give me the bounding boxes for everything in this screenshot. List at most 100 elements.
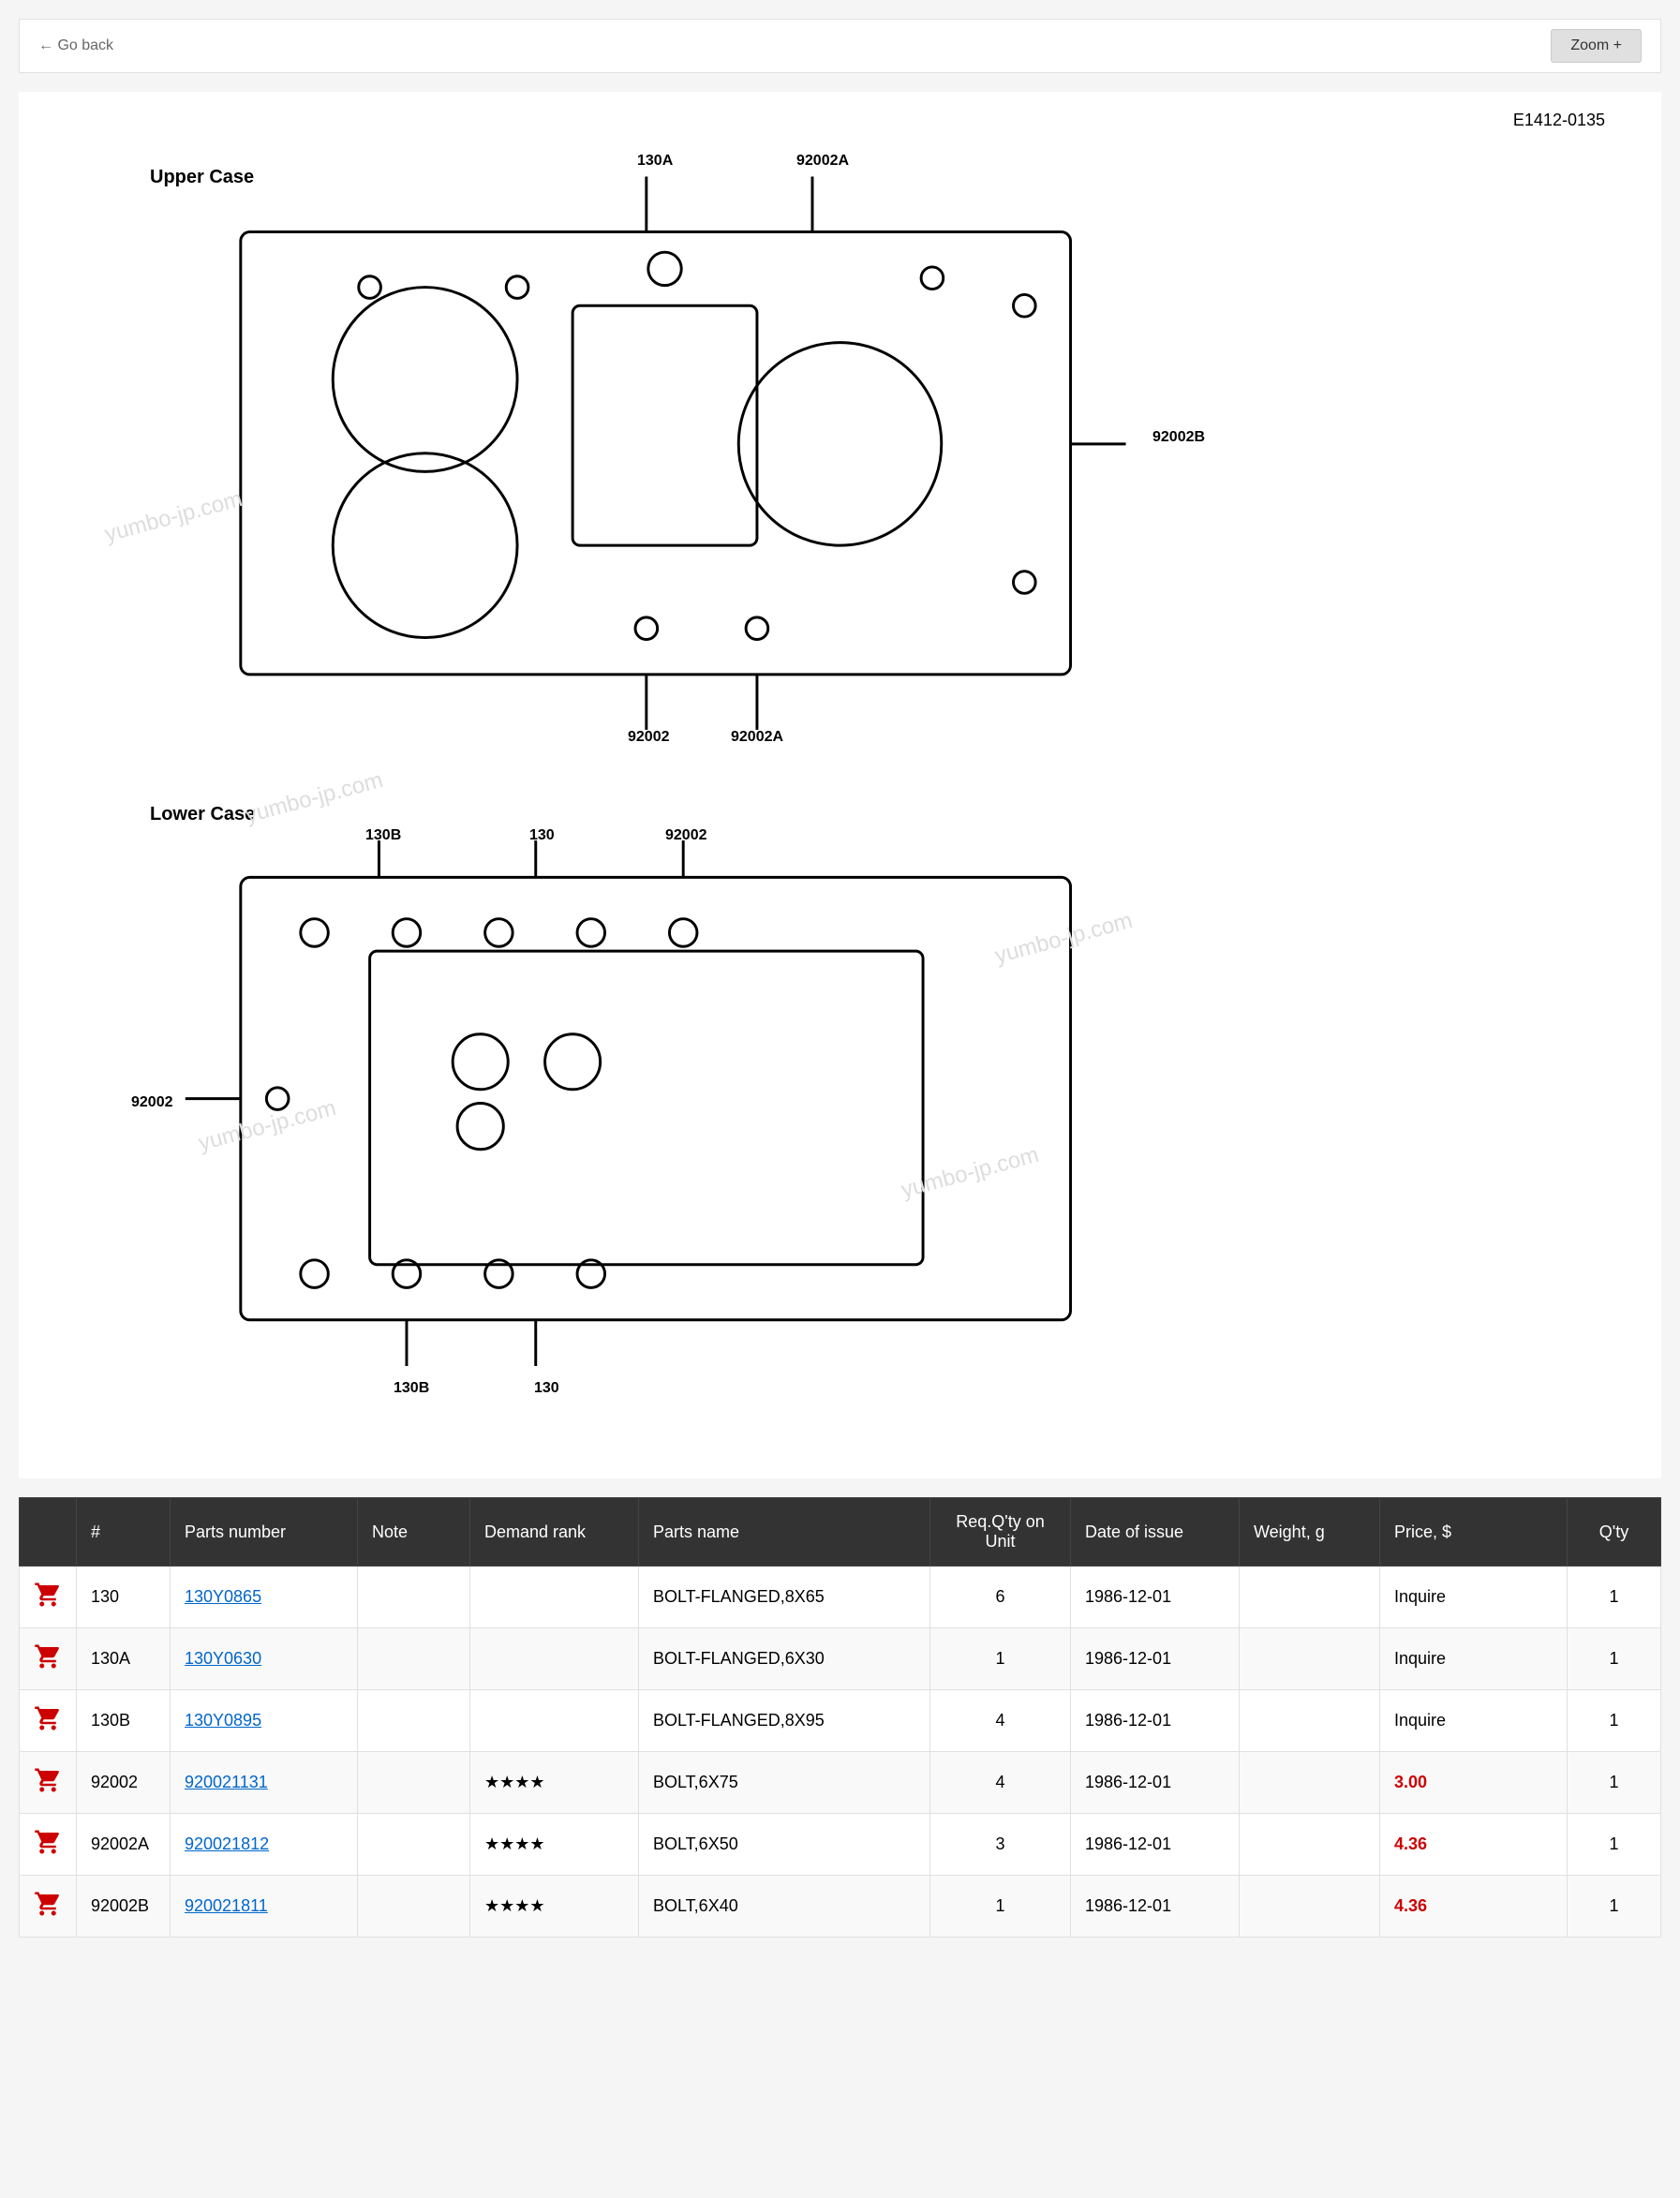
part-number-link[interactable]: 920021811 [185,1896,268,1915]
qty-value[interactable]: 1 [1600,1896,1628,1916]
callout-92002a-2: 92002A [731,729,783,746]
crankcase-diagram-svg [56,129,1624,1441]
req-cell: 1 [930,1876,1071,1938]
ref-cell: 130A [77,1628,171,1690]
price-cell: Inquire [1380,1567,1568,1628]
part-number-link[interactable]: 920021812 [185,1834,269,1853]
part-number-link[interactable]: 130Y0865 [185,1587,261,1606]
add-to-cart-button[interactable] [34,1766,62,1797]
date-cell: 1986-12-01 [1071,1628,1240,1690]
note-cell [358,1628,470,1690]
diagram-refcode: E1412-0135 [1513,111,1605,130]
date-cell: 1986-12-01 [1071,1752,1240,1814]
diagram-image: Upper Case Lower Case [56,129,1624,1441]
weight-cell [1240,1876,1380,1938]
part-number-link[interactable]: 130Y0630 [185,1649,261,1668]
table-row: 130B 130Y0895 BOLT-FLANGED,8X9541986-12-01… [20,1690,1661,1752]
col-part-header: Parts number [171,1498,358,1567]
callout-130b-2: 130B [394,1380,429,1397]
note-cell [358,1752,470,1814]
callout-130-1: 130 [529,827,555,844]
col-ref-header: # [77,1498,171,1567]
req-cell: 4 [930,1752,1071,1814]
zoom-button[interactable]: Zoom + [1551,29,1642,63]
rank-cell [470,1567,639,1628]
parts-table: # Parts number Note Demand rank Parts na… [19,1497,1661,1938]
table-row: 130 130Y0865 BOLT-FLANGED,8X6561986-12-01 I… [20,1567,1661,1628]
callout-92002b: 92002B [1152,429,1205,446]
descr-cell: BOLT-FLANGED,8X65 [639,1567,930,1628]
table-row: 130A130Y0630BOLT-FLANGED,6X3011986-12-01… [20,1628,1661,1690]
descr-cell: BOLT-FLANGED,8X95 [639,1690,930,1752]
qty-value[interactable]: 1 [1600,1834,1628,1854]
price-cell: 3.00 [1380,1752,1568,1814]
ref-cell: 92002B [77,1876,171,1938]
callout-92002-2: 92002 [665,827,707,844]
callout-130a: 130A [637,153,673,170]
table-row: 92002B920021811★★★★BOLT,6X4011986-12-014… [20,1876,1661,1938]
callout-92002-3: 92002 [131,1094,173,1111]
callout-130-2: 130 [534,1380,559,1397]
descr-cell: BOLT,6X50 [639,1814,930,1876]
col-req-header: Req.Q'ty on Unit [930,1498,1071,1567]
qty-value[interactable]: 1 [1600,1587,1628,1607]
qty-value[interactable]: 1 [1600,1649,1628,1669]
descr-cell: BOLT-FLANGED,6X30 [639,1628,930,1690]
rank-cell [470,1690,639,1752]
ref-cell: 92002 [77,1752,171,1814]
rank-cell [470,1628,639,1690]
ref-cell: 130 [77,1567,171,1628]
qty-value[interactable]: 1 [1600,1773,1628,1792]
table-row: 92002 920021131 ★★★★BOLT,6X7541986-12-01 3.… [20,1752,1661,1814]
note-cell [358,1876,470,1938]
header-bar: ← Go back Zoom + [19,19,1661,73]
price-cell: 4.36 [1380,1814,1568,1876]
req-cell: 4 [930,1690,1071,1752]
upper-case-label: Upper Case [150,167,254,188]
col-date-header: Date of issue [1071,1498,1240,1567]
req-cell: 6 [930,1567,1071,1628]
add-to-cart-button[interactable] [34,1704,62,1735]
date-cell: 1986-12-01 [1071,1690,1240,1752]
lower-case-label: Lower Case [150,804,255,825]
qty-value[interactable]: 1 [1600,1711,1628,1730]
price-cell: 4.36 [1380,1876,1568,1938]
callout-92002-1: 92002 [628,729,670,746]
col-descr-header: Parts name [639,1498,930,1567]
diagram-container: E1412-0135 Upper Case Lower Case [19,92,1661,1478]
add-to-cart-button[interactable] [34,1642,62,1673]
price-cell: Inquire [1380,1690,1568,1752]
date-cell: 1986-12-01 [1071,1567,1240,1628]
table-row: 92002A920021812★★★★BOLT,6X5031986-12-014… [20,1814,1661,1876]
callout-92002a-1: 92002A [796,153,849,170]
descr-cell: BOLT,6X75 [639,1752,930,1814]
note-cell [358,1814,470,1876]
parts-table-container: # Parts number Note Demand rank Parts na… [19,1497,1661,1938]
note-cell [358,1690,470,1752]
weight-cell [1240,1628,1380,1690]
rank-cell: ★★★★ [470,1876,639,1938]
col-cart-header [20,1498,77,1567]
add-to-cart-button[interactable] [34,1890,62,1921]
col-qty-header: Q'ty [1568,1498,1661,1567]
table-header-row: # Parts number Note Demand rank Parts na… [20,1498,1661,1567]
add-to-cart-button[interactable] [34,1828,62,1859]
add-to-cart-button[interactable] [34,1581,62,1611]
part-number-link[interactable]: 130Y0895 [185,1711,261,1730]
date-cell: 1986-12-01 [1071,1814,1240,1876]
rank-cell: ★★★★ [470,1752,639,1814]
price-cell: Inquire [1380,1628,1568,1690]
descr-cell: BOLT,6X40 [639,1876,930,1938]
ref-cell: 130B [77,1690,171,1752]
req-cell: 1 [930,1628,1071,1690]
go-back-link[interactable]: ← Go back [38,37,113,54]
col-note-header: Note [358,1498,470,1567]
note-cell [358,1567,470,1628]
col-price-header: Price, $ [1380,1498,1568,1567]
req-cell: 3 [930,1814,1071,1876]
weight-cell [1240,1690,1380,1752]
weight-cell [1240,1567,1380,1628]
col-weight-header: Weight, g [1240,1498,1380,1567]
col-rank-header: Demand rank [470,1498,639,1567]
part-number-link[interactable]: 920021131 [185,1773,268,1791]
